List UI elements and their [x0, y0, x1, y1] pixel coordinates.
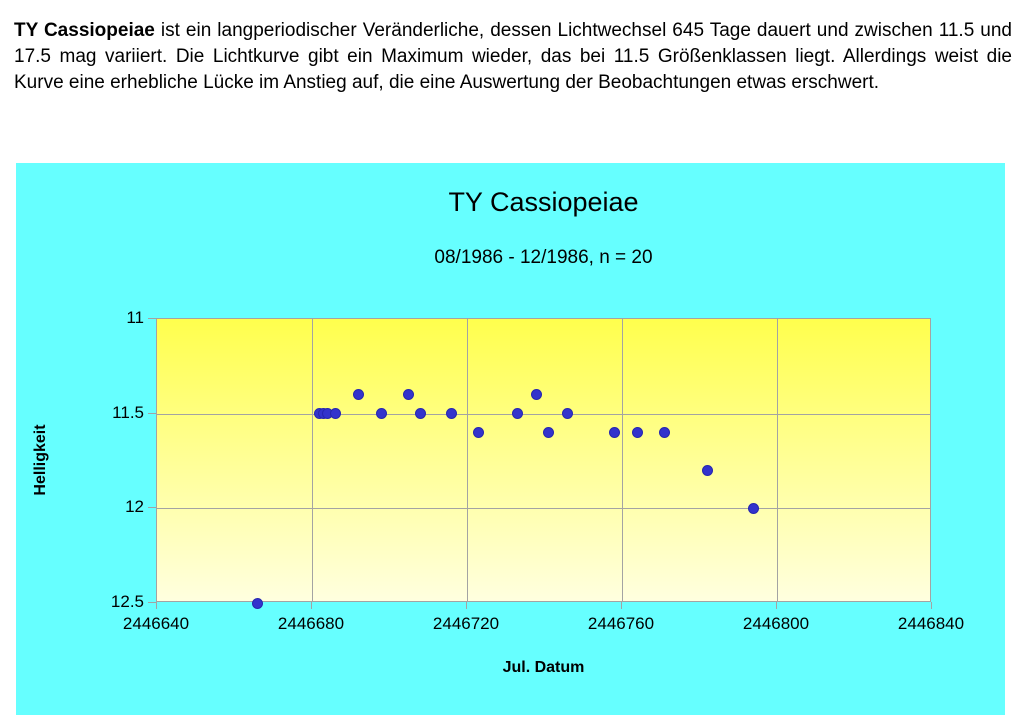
data-point — [701, 464, 713, 476]
plot-area — [156, 318, 931, 609]
x-tick-label: 2446800 — [742, 614, 810, 633]
data-point — [446, 408, 457, 420]
data-point — [252, 597, 264, 609]
y-axis-tick — [148, 507, 156, 509]
data-point — [542, 427, 554, 439]
y-tick-label: 11 — [126, 308, 144, 327]
x-axis-tick — [156, 602, 157, 609]
data-point — [403, 389, 415, 401]
data-point — [353, 389, 364, 401]
horizontal-gridline — [157, 508, 930, 510]
horizontal-gridline — [157, 413, 930, 415]
data-point — [659, 427, 671, 439]
data-point — [376, 408, 388, 420]
chart-title: TY Cassiopeiae — [448, 187, 639, 217]
x-tick-label: 2446840 — [897, 614, 965, 633]
vertical-gridline — [777, 319, 778, 601]
data-point — [748, 502, 760, 514]
y-axis-tick — [148, 602, 156, 603]
y-tick-label: 12 — [125, 497, 144, 517]
y-axis-tick — [148, 318, 156, 319]
vertical-gridline — [312, 319, 313, 601]
x-tick-label: 2446680 — [277, 614, 345, 633]
x-tick-label: 2446720 — [432, 614, 500, 633]
y-axis-title: Helligkeit — [32, 424, 49, 496]
data-point — [562, 408, 574, 420]
intro-body: ist ein langperiodischer Veränderliche, … — [14, 20, 1012, 93]
intro-lead: TY Cassiopeiae — [14, 20, 155, 41]
x-axis-tick — [621, 602, 622, 609]
x-axis-tick — [466, 602, 467, 609]
x-tick-label: 2446760 — [587, 614, 655, 633]
y-axis-tick — [148, 412, 156, 414]
chart-subtitle: 08/1986 - 12/1986, n = 20 — [434, 247, 653, 268]
data-point — [531, 389, 543, 401]
x-axis-tick — [311, 602, 312, 609]
x-axis-tick — [931, 602, 932, 609]
data-point — [415, 408, 426, 420]
x-tick-label: 2446640 — [122, 614, 190, 633]
x-axis-title: Jul. Datum — [502, 659, 585, 676]
data-point — [608, 427, 620, 439]
y-tick-label: 12.5 — [110, 592, 144, 611]
chart-panel: TY Cassiopeiae 08/1986 - 12/1986, n = 20… — [16, 163, 1005, 715]
vertical-gridline — [622, 319, 623, 601]
y-tick-label: 11.5 — [112, 402, 144, 422]
x-axis-tick — [776, 602, 777, 609]
data-point — [473, 427, 485, 439]
data-point — [632, 427, 643, 439]
data-point — [329, 408, 341, 420]
data-point — [511, 408, 523, 420]
vertical-gridline — [467, 319, 468, 601]
intro-paragraph: TY Cassiopeiae ist ein langperiodischer … — [14, 18, 1012, 96]
